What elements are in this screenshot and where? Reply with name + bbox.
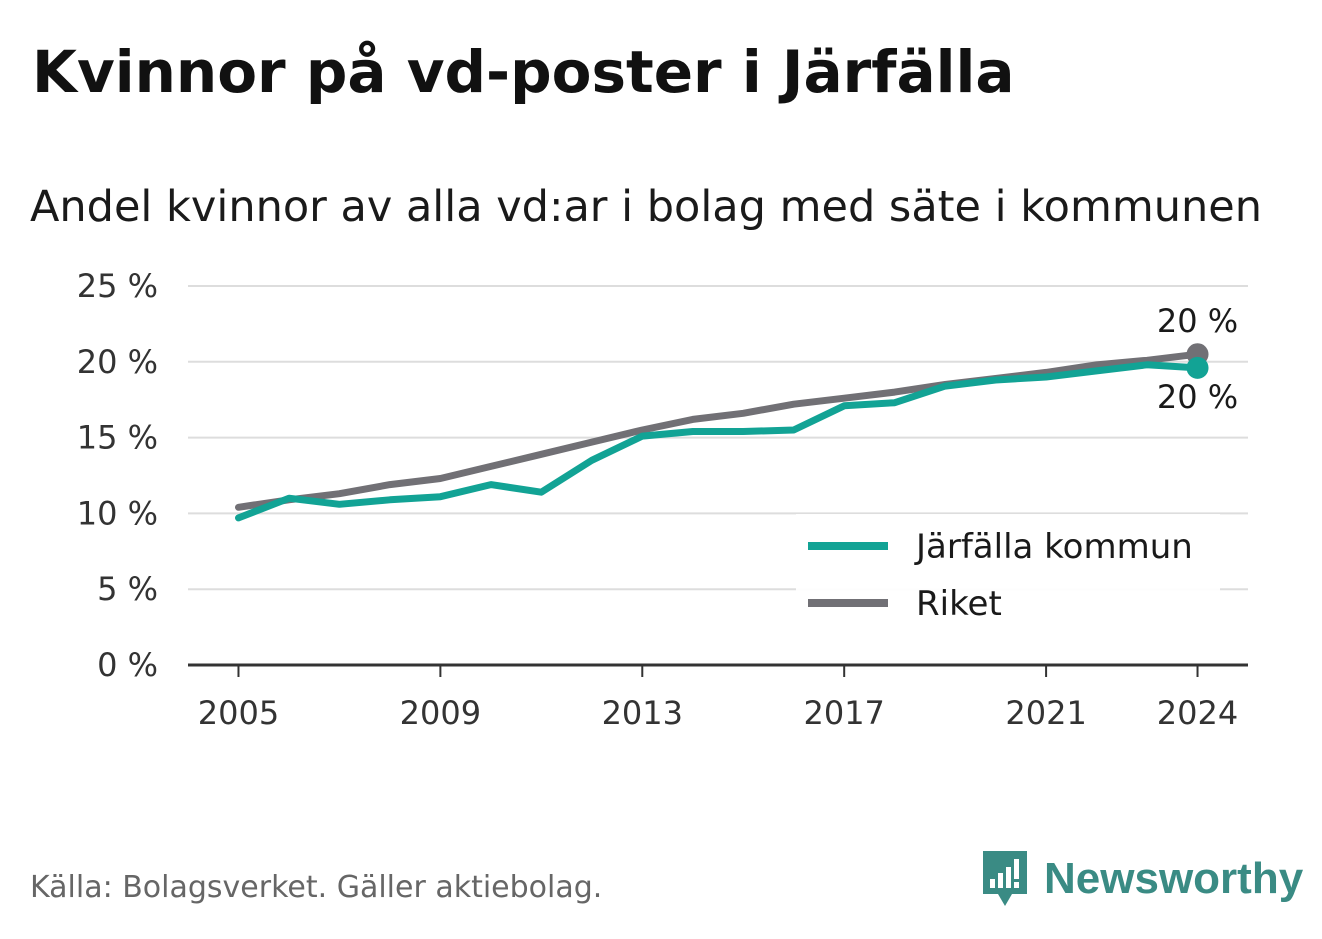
series — [235, 343, 1209, 522]
x-tick-label: 2017 — [803, 694, 884, 732]
newsworthy-bar-chart-icon — [983, 851, 1027, 906]
end-labels: 20 % 20 % — [1157, 302, 1238, 416]
y-tick-label: 5 % — [97, 570, 158, 608]
legend-label: Järfälla kommun — [914, 527, 1193, 567]
series-line-riket — [235, 350, 1201, 511]
brand-name: Newsworthy — [1044, 854, 1304, 903]
brand-logo: Newsworthy — [980, 848, 1303, 910]
x-tick-label: 2005 — [198, 694, 279, 732]
y-tick-label: 10 % — [77, 494, 158, 532]
x-tick-label: 2009 — [400, 694, 481, 732]
y-tick-label: 25 % — [77, 267, 158, 305]
y-tick-label: 0 % — [97, 646, 158, 684]
x-tick-label: 2021 — [1005, 694, 1086, 732]
legend-label: Riket — [916, 584, 1002, 624]
y-tick-label: 20 % — [77, 343, 158, 381]
chart-subtitle: Andel kvinnor av alla vd:ar i bolag med … — [30, 182, 1262, 232]
source-note: Källa: Bolagsverket. Gäller aktiebolag. — [30, 870, 603, 905]
end-value-label: 20 % — [1157, 378, 1238, 416]
y-axis: 0 % 5 % 10 % 15 % 20 % 25 % — [77, 267, 158, 684]
x-axis: 2005 2009 2013 2017 2021 2024 — [188, 663, 1248, 732]
end-value-label: 20 % — [1157, 302, 1238, 340]
series-end-point-jarfalla — [1186, 356, 1209, 379]
y-tick-label: 15 % — [77, 419, 158, 457]
chart-title: Kvinnor på vd-poster i Järfälla — [32, 38, 1015, 106]
series-line-jarfalla — [235, 361, 1201, 522]
grid — [188, 285, 1248, 591]
x-tick-label: 2013 — [602, 694, 683, 732]
x-tick-label: 2024 — [1157, 694, 1238, 732]
legend: Järfälla kommun Riket — [796, 514, 1220, 624]
